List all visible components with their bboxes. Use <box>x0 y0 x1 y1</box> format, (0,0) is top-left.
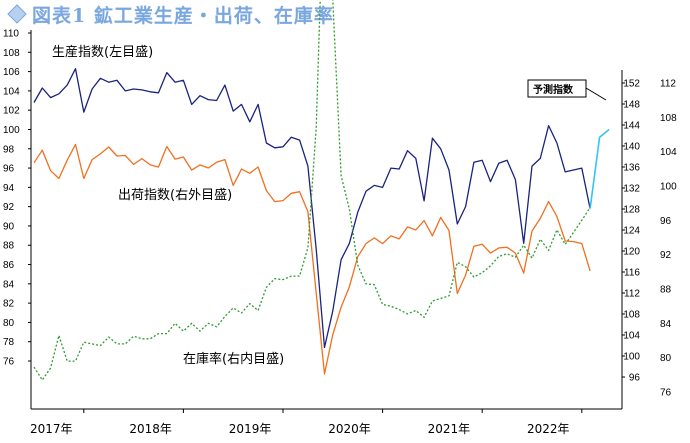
right-outer-axis-tick-label: 152 <box>623 79 640 90</box>
left-axis-tick-label: 76 <box>3 357 15 368</box>
right-inner-axis-tick-label: 84 <box>660 319 672 330</box>
right-inner-axis-tick-label: 104 <box>660 147 677 158</box>
right-inner-axis-tick-label: 112 <box>660 79 676 90</box>
right-outer-axis-tick-label: 124 <box>623 226 640 237</box>
right-outer-axis-tick-label: 144 <box>623 121 640 132</box>
right-inner-axis-tick-label: 96 <box>660 216 672 227</box>
right-outer-axis-tick-label: 132 <box>623 184 640 195</box>
left-axis-tick-label: 94 <box>3 183 15 194</box>
inventory-series-line <box>33 0 591 381</box>
left-axis-tick-label: 108 <box>3 48 20 59</box>
right-inner-axis-tick-label: 92 <box>660 250 672 261</box>
left-axis-tick-label: 84 <box>3 279 15 290</box>
x-tick-label: 2021年 <box>428 422 471 436</box>
x-tick-label: 2020年 <box>328 422 371 436</box>
right-outer-axis-tick-label: 104 <box>623 331 640 342</box>
forecast-series-line <box>589 128 610 209</box>
x-tick-label: 2018年 <box>129 422 172 436</box>
left-axis-tick-label: 88 <box>3 241 15 252</box>
x-tick-label: 2017年 <box>30 422 73 436</box>
right-outer-axis-tick-label: 108 <box>623 310 640 321</box>
left-axis-tick-label: 102 <box>3 106 20 117</box>
left-axis-tick-label: 86 <box>3 260 15 271</box>
production-series-line <box>33 68 591 349</box>
right-inner-axis-tick-label: 108 <box>660 113 677 124</box>
right-inner-axis-tick-label: 80 <box>660 353 672 364</box>
left-axis-tick-label: 80 <box>3 318 15 329</box>
series-lines <box>33 0 610 381</box>
left-axis-tick-label: 106 <box>3 67 20 78</box>
left-axis-tick-label: 92 <box>3 202 15 213</box>
right-inner-axis-tick-label: 76 <box>660 388 672 399</box>
right-outer-axis-tick-label: 120 <box>623 247 640 258</box>
shipments-series-line <box>33 143 591 375</box>
left-axis-tick-label: 96 <box>3 164 15 175</box>
forecast-callout: 予測指数 <box>527 79 607 101</box>
production-label: 生産指数(左目盛) <box>52 44 153 60</box>
x-tick-label: 2019年 <box>229 422 272 436</box>
right-outer-axis-tick-label: 112 <box>624 289 640 300</box>
right-outer-axis-tick-label: 96 <box>629 373 641 384</box>
left-axis-tick-label: 100 <box>3 125 20 136</box>
left-axis-tick-label: 90 <box>3 221 15 232</box>
right-inner-axis-tick-label: 100 <box>660 182 677 193</box>
diamond-icon <box>7 4 27 24</box>
left-axis-tick-label: 104 <box>3 86 20 97</box>
shipments-label: 出荷指数(右外目盛) <box>118 188 232 203</box>
left-axis-tick-label: 98 <box>3 144 15 155</box>
annotations: 生産指数(左目盛) 出荷指数(右外目盛) 在庫率(右内目盛) 予測指数 <box>52 44 607 367</box>
left-axis-tick-label: 78 <box>3 337 15 348</box>
chart-title-text: 図表1 鉱工業生産・出荷、在庫率 <box>32 4 334 27</box>
chart-title: 図表1 鉱工業生産・出荷、在庫率 <box>6 2 334 27</box>
axes: 76 78 80 82 84 86 88 90 92 94 96 98 100 102 104 106 108 1… <box>3 29 677 437</box>
left-axis-tick-label: 110 <box>3 29 19 40</box>
right-outer-axis-tick-label: 140 <box>623 142 640 153</box>
left-axis-tick-label: 82 <box>3 299 15 310</box>
right-inner-axis-tick-label: 88 <box>660 285 672 296</box>
forecast-label: 予測指数 <box>533 83 574 96</box>
right-outer-axis-tick-label: 116 <box>624 268 640 279</box>
right-outer-axis-tick-label: 100 <box>623 352 640 363</box>
right-outer-axis-tick-label: 148 <box>623 100 640 111</box>
right-outer-axis-tick-label: 128 <box>623 205 640 216</box>
x-tick-label: 2022年 <box>527 422 570 436</box>
inventory-label: 在庫率(右内目盛) <box>183 351 284 367</box>
right-outer-axis-tick-label: 136 <box>623 163 640 174</box>
